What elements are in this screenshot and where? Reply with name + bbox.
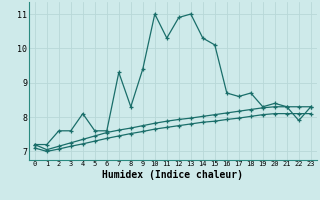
X-axis label: Humidex (Indice chaleur): Humidex (Indice chaleur) — [102, 170, 243, 180]
